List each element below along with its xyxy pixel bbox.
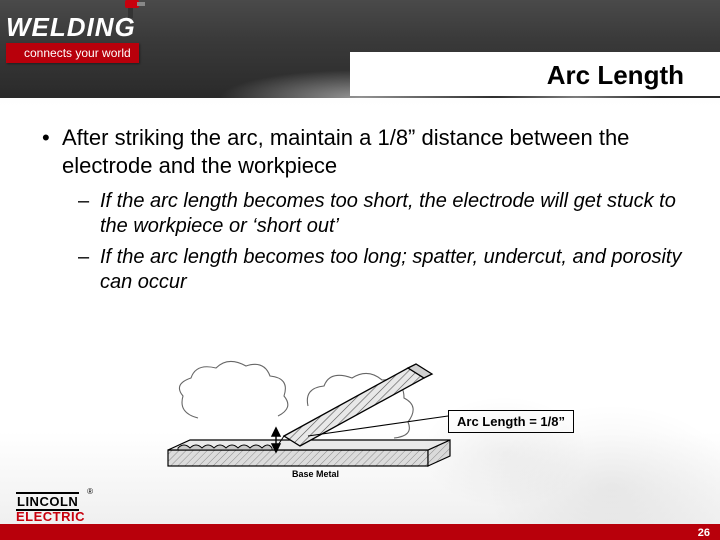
slide-root: WELDING connects your world Arc Length A…	[0, 0, 720, 540]
arc-length-diagram: Base Metal Arc Length = 1/8”	[158, 358, 558, 488]
page-title: Arc Length	[547, 60, 684, 91]
body-content: After striking the arc, maintain a 1/8” …	[42, 124, 682, 303]
registered-icon: ®	[87, 488, 93, 496]
welding-gun-icon	[122, 0, 148, 22]
arc-length-callout: Arc Length = 1/8”	[448, 410, 574, 433]
logo-line2: ELECTRIC	[16, 510, 85, 523]
list-item: If the arc length becomes too long; spat…	[78, 245, 682, 295]
list-item: After striking the arc, maintain a 1/8” …	[42, 124, 682, 295]
bullet-main-text: After striking the arc, maintain a 1/8” …	[62, 125, 629, 178]
page-number: 26	[698, 527, 710, 539]
bullet-list-level2: If the arc length becomes too short, the…	[78, 189, 682, 295]
base-metal-shape	[168, 440, 450, 466]
brand-tagline: connects your world	[6, 43, 139, 63]
brand-name: WELDING	[6, 14, 196, 40]
list-item: If the arc length becomes too short, the…	[78, 189, 682, 239]
sub-bullet-text: If the arc length becomes too short, the…	[100, 190, 676, 237]
base-metal-label: Base Metal	[292, 469, 339, 479]
sub-bullet-text: If the arc length becomes too long; spat…	[100, 246, 681, 293]
bullet-list-level1: After striking the arc, maintain a 1/8” …	[42, 124, 682, 295]
lincoln-electric-logo: LINCOLN ® ELECTRIC	[16, 492, 106, 526]
welding-brand-block: WELDING connects your world	[6, 14, 196, 80]
footer-red-bar: 26	[0, 524, 720, 540]
